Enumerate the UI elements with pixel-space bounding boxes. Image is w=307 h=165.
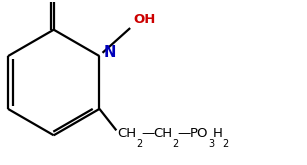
Text: 3: 3 <box>208 139 214 149</box>
Text: 2: 2 <box>173 139 179 149</box>
Text: CH: CH <box>117 127 136 140</box>
Text: —: — <box>142 127 155 140</box>
Text: 2: 2 <box>222 139 229 149</box>
Text: OH: OH <box>133 13 156 26</box>
Text: CH: CH <box>153 127 173 140</box>
Text: 2: 2 <box>136 139 142 149</box>
Text: PO: PO <box>190 127 208 140</box>
Text: H: H <box>212 127 222 140</box>
Text: N: N <box>103 45 115 60</box>
Text: —: — <box>178 127 191 140</box>
